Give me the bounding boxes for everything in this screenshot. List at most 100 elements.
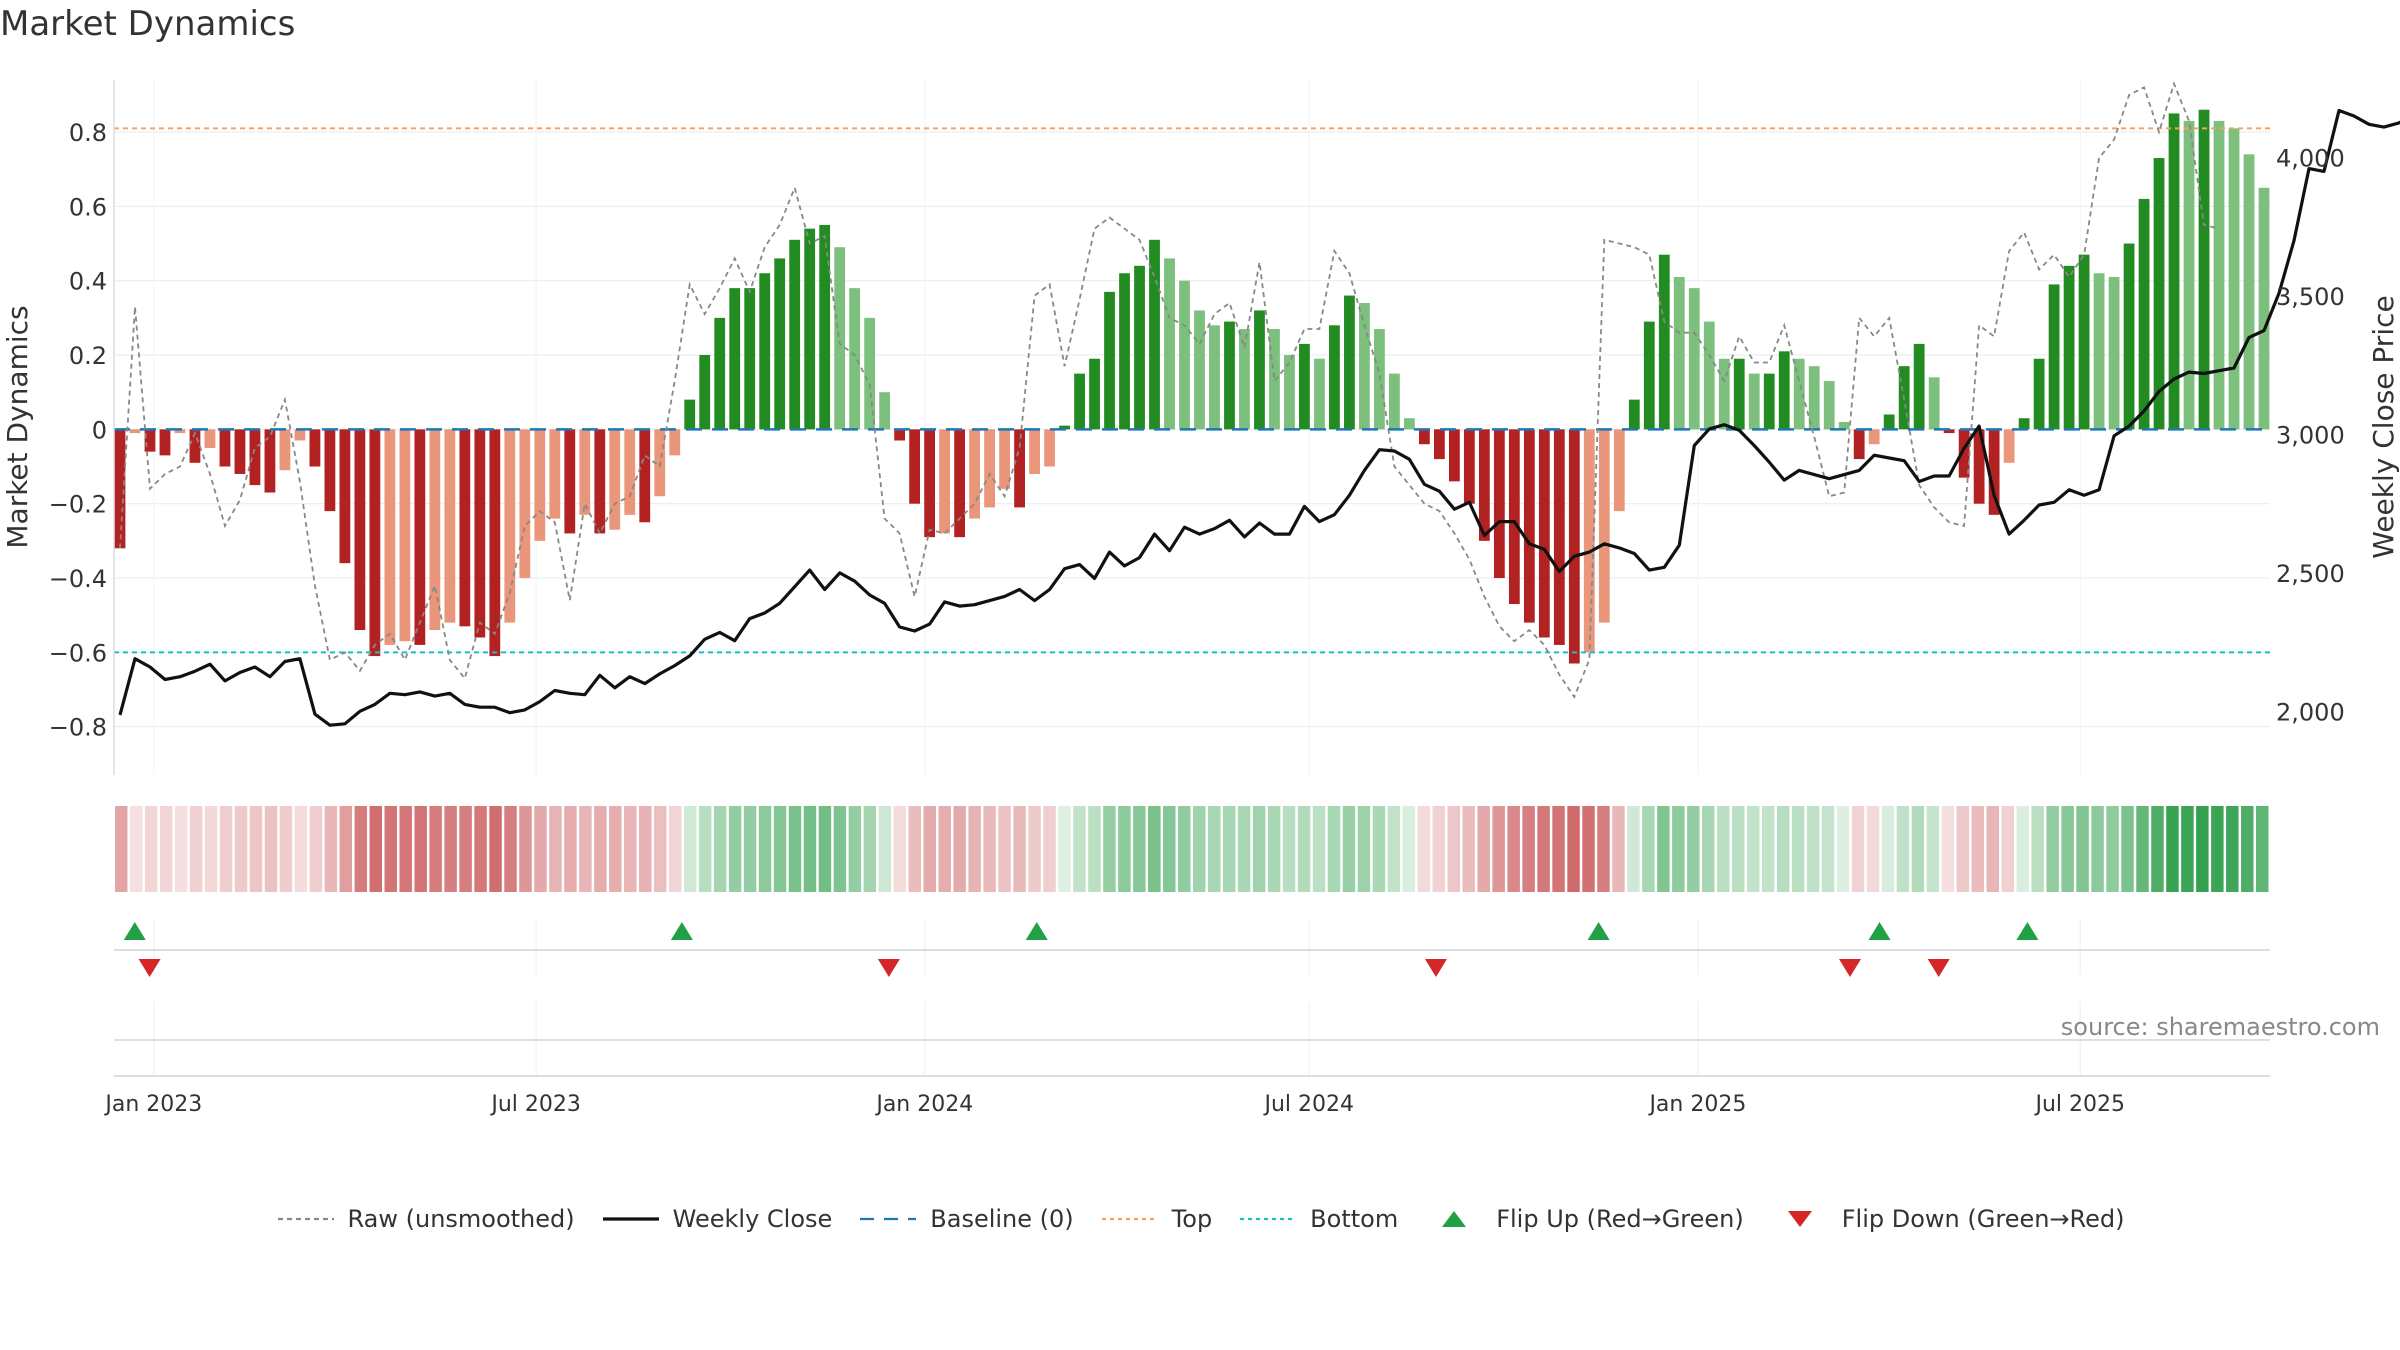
dynamics-bar xyxy=(279,429,291,471)
heat-cell xyxy=(1911,806,1925,892)
heat-cell xyxy=(309,806,323,892)
heat-cell xyxy=(594,806,607,892)
dynamics-bar xyxy=(729,288,741,430)
heat-cell xyxy=(1866,806,1880,892)
y-tick-label: −0.6 xyxy=(49,639,107,667)
heat-cell xyxy=(1058,806,1071,892)
heat-cell xyxy=(369,806,382,892)
dynamics-bar xyxy=(369,429,381,657)
heat-cell xyxy=(968,806,981,892)
heat-cell xyxy=(2091,806,2104,892)
dynamics-bar xyxy=(1134,265,1145,430)
dynamics-bar xyxy=(234,429,246,474)
heat-cell xyxy=(1327,806,1341,892)
dynamics-bar xyxy=(1628,399,1640,430)
y-tick-label: −0.4 xyxy=(49,565,107,593)
legend-item: Raw (unsmoothed) xyxy=(276,1205,575,1233)
heat-cell xyxy=(1103,806,1116,892)
dynamics-bar xyxy=(1044,429,1055,467)
dynamics-bar xyxy=(969,429,980,519)
legend-label: Raw (unsmoothed) xyxy=(347,1205,575,1233)
dynamics-bar xyxy=(1673,276,1685,430)
heat-cell xyxy=(339,806,353,892)
dynamics-bar xyxy=(819,224,831,430)
dynamics-bar xyxy=(954,429,966,538)
dynamics-bar xyxy=(294,429,306,441)
heat-cell xyxy=(743,806,757,892)
heat-cell xyxy=(249,806,263,892)
heat-cell xyxy=(459,806,472,892)
heat-cell xyxy=(174,806,188,892)
heat-cell xyxy=(1836,806,1850,892)
dynamics-bar xyxy=(489,429,501,657)
dynamics-bar xyxy=(684,399,696,430)
dynamics-bar xyxy=(534,429,546,541)
x-tick-label: Jan 2023 xyxy=(103,1092,202,1117)
heat-cell xyxy=(1597,806,1610,892)
heat-cell xyxy=(429,806,442,892)
heat-cell xyxy=(713,806,727,892)
dynamics-bar xyxy=(324,429,336,512)
dynamics-bar xyxy=(579,429,591,515)
dynamics-bar xyxy=(2213,120,2225,430)
heat-cell xyxy=(324,806,338,892)
dynamics-bar xyxy=(879,392,891,430)
reference-lines xyxy=(114,127,2270,654)
dynamics-bar xyxy=(804,228,816,430)
heat-cell xyxy=(1687,806,1700,892)
heat-cell xyxy=(1971,806,1985,892)
heat-cell xyxy=(1028,806,1041,892)
heat-cell xyxy=(1582,806,1595,892)
dynamics-bar xyxy=(264,429,276,493)
dynamics-bar xyxy=(894,429,906,441)
heat-cell xyxy=(579,806,592,892)
dynamics-bar xyxy=(1763,373,1775,430)
dynamics-bar xyxy=(1239,329,1250,430)
dynamics-bar xyxy=(504,429,516,623)
heat-cell xyxy=(1657,806,1670,892)
dynamics-bar xyxy=(2168,113,2180,430)
heat-cell xyxy=(2076,806,2089,892)
raw-line xyxy=(119,81,2220,699)
heat-cell xyxy=(803,806,817,892)
heat-cell xyxy=(1552,806,1565,892)
dynamics-bar xyxy=(1838,421,1850,430)
dynamics-bar xyxy=(834,247,846,430)
heat-cell xyxy=(908,806,921,892)
dynamics-bar xyxy=(2228,128,2240,430)
legend-swatch xyxy=(860,1217,917,1221)
dynamics-bar xyxy=(564,429,576,534)
dynamics-bar xyxy=(984,429,995,508)
y2-tick-label: 4,000 xyxy=(2276,145,2345,173)
dynamics-bar xyxy=(1913,343,1925,430)
heat-cell xyxy=(1163,806,1176,892)
heat-cell xyxy=(848,806,862,892)
heat-cell xyxy=(1776,806,1790,892)
dynamics-bar xyxy=(789,239,801,430)
y2-tick-label: 2,500 xyxy=(2276,560,2345,588)
legend-swatch xyxy=(277,1217,334,1221)
dynamics-bar xyxy=(339,429,351,564)
dynamics-bar xyxy=(1658,254,1670,430)
dynamics-bar xyxy=(1014,429,1025,508)
dynamics-bar xyxy=(1973,429,1985,504)
dynamics-bar xyxy=(1448,429,1460,482)
heat-cell xyxy=(1193,806,1206,892)
heat-cell xyxy=(923,806,936,892)
dynamics-bar xyxy=(1389,373,1400,430)
heat-cell xyxy=(129,806,143,892)
legend-triangle-up-icon xyxy=(1442,1211,1467,1227)
dynamics-bar xyxy=(2078,254,2090,430)
dynamics-bar xyxy=(1059,425,1070,430)
heat-cell xyxy=(1342,806,1356,892)
dynamics-bar xyxy=(1778,351,1790,430)
dynamics-bar xyxy=(1074,373,1085,430)
chart-legend: Raw (unsmoothed) Weekly Close Baseline (0)… xyxy=(0,1205,2400,1233)
dynamics-bar xyxy=(2108,276,2120,430)
heat-cell xyxy=(1941,806,1955,892)
dynamics-bar xyxy=(2123,243,2135,430)
heat-cell xyxy=(639,806,652,892)
dynamics-bar xyxy=(1194,310,1205,430)
y2-tick-label: 3,000 xyxy=(2276,421,2345,449)
legend-item: Flip Down (Green→Red) xyxy=(1770,1205,2125,1233)
